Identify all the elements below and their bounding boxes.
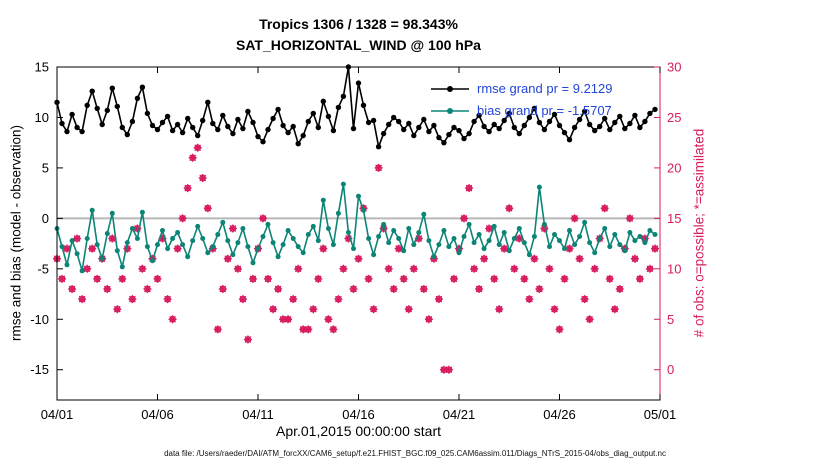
svg-text:15: 15 [35, 60, 49, 75]
svg-text:04/06: 04/06 [141, 407, 174, 422]
legend: rmse grand pr = 9.2129 bias grand pr = -… [430, 79, 613, 120]
svg-text:25: 25 [667, 110, 681, 125]
legend-entry-rmse: rmse grand pr = 9.2129 [430, 79, 613, 98]
svg-text:10: 10 [35, 110, 49, 125]
svg-text:04/26: 04/26 [543, 407, 576, 422]
svg-text:0: 0 [42, 211, 49, 226]
figure-subtitle: SAT_HORIZONTAL_WIND @ 100 hPa [236, 37, 481, 53]
svg-text:30: 30 [667, 60, 681, 75]
title-block: Tropics 1306 / 1328 = 98.343% SAT_HORIZO… [57, 14, 660, 56]
bias-legend-marker [431, 107, 469, 114]
x-axis-label: Apr.01,2015 00:00:00 start [275, 423, 441, 439]
legend-label-rmse: rmse grand pr = 9.2129 [477, 81, 613, 96]
svg-text:04/16: 04/16 [342, 407, 375, 422]
svg-text:05/01: 05/01 [644, 407, 677, 422]
svg-text:5: 5 [667, 312, 674, 327]
svg-text:-5: -5 [37, 261, 49, 276]
svg-text:04/21: 04/21 [443, 407, 476, 422]
svg-text:04/01: 04/01 [41, 407, 74, 422]
svg-text:5: 5 [42, 160, 49, 175]
svg-text:10: 10 [667, 261, 681, 276]
svg-text:0: 0 [667, 362, 674, 377]
bias-series [54, 181, 658, 274]
obs-count-markers [53, 143, 659, 374]
rmse-series [54, 64, 658, 150]
svg-text:15: 15 [667, 211, 681, 226]
rmse-legend-marker [431, 85, 469, 92]
axes: -15 -10 -5 0 5 10 15 0 5 10 15 20 25 30 04/01 04/06 04/1… [30, 60, 681, 423]
svg-text:20: 20 [667, 160, 681, 175]
footer-datafile: data file: /Users/raeder/DAI/ATM_forcXX/… [164, 449, 666, 458]
svg-text:-10: -10 [30, 312, 49, 327]
legend-label-bias: bias grand pr = -1.5707 [477, 103, 612, 118]
svg-text:-15: -15 [30, 362, 49, 377]
figure-title: Tropics 1306 / 1328 = 98.343% [259, 16, 458, 32]
svg-text:04/11: 04/11 [242, 407, 274, 422]
legend-entry-bias: bias grand pr = -1.5707 [430, 101, 613, 120]
